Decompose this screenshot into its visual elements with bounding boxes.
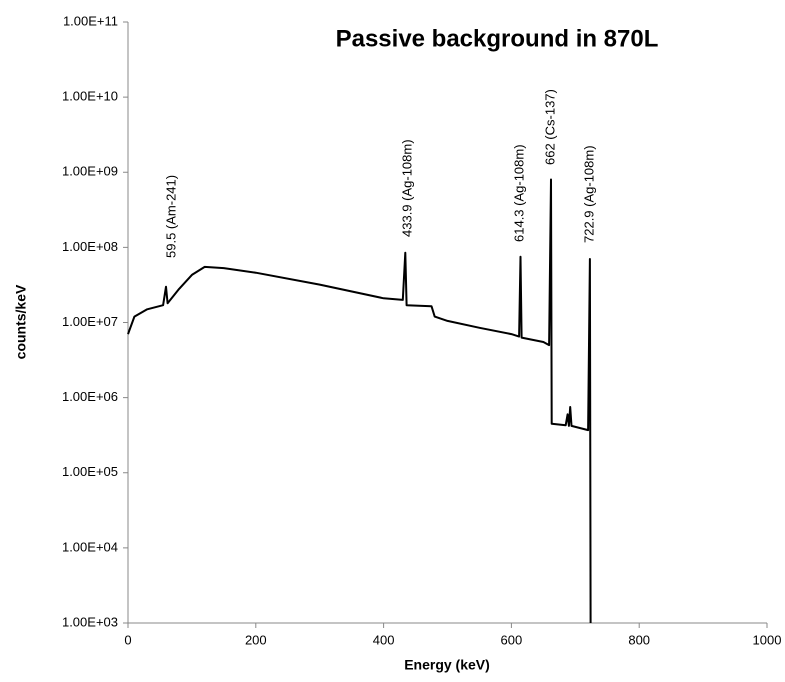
x-tick-label: 0 bbox=[124, 632, 131, 647]
spectrum-line bbox=[127, 178, 592, 624]
peak-annotation: 59.5 (Am-241) bbox=[163, 175, 178, 258]
peak-annotation: 722.9 (Ag-108m) bbox=[581, 145, 596, 243]
y-tick-label: 1.00E+09 bbox=[62, 164, 118, 179]
x-tick-label: 400 bbox=[373, 632, 395, 647]
y-tick-label: 1.00E+04 bbox=[62, 539, 118, 554]
y-tick-label: 1.00E+05 bbox=[62, 464, 118, 479]
y-tick-label: 1.00E+06 bbox=[62, 389, 118, 404]
y-axis-label: counts/keV bbox=[13, 284, 29, 359]
x-tick-label: 800 bbox=[628, 632, 650, 647]
y-tick-label: 1.00E+08 bbox=[62, 239, 118, 254]
x-tick-label: 1000 bbox=[753, 632, 782, 647]
x-tick-label: 600 bbox=[501, 632, 523, 647]
y-tick-label: 1.00E+11 bbox=[63, 13, 118, 28]
y-tick-label: 1.00E+10 bbox=[62, 89, 118, 104]
peak-annotation: 614.3 (Ag-108m) bbox=[511, 144, 526, 242]
peak-annotation: 662 (Cs-137) bbox=[542, 89, 557, 165]
x-axis-label: Energy (keV) bbox=[404, 657, 490, 673]
y-tick-label: 1.00E+03 bbox=[62, 614, 118, 629]
x-tick-label: 200 bbox=[245, 632, 267, 647]
peak-annotation: 433.9 (Ag-108m) bbox=[399, 139, 414, 237]
chart-title: Passive background in 870L bbox=[336, 25, 659, 52]
y-tick-label: 1.00E+07 bbox=[62, 314, 118, 329]
